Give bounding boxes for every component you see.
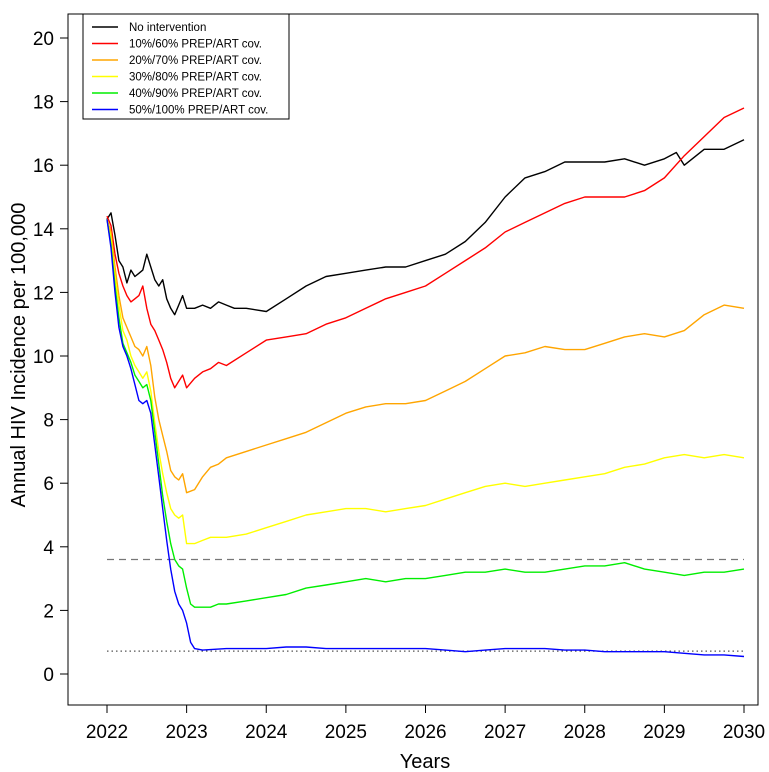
series-line-1 (106, 139, 745, 316)
x-tick-label: 2023 (165, 722, 207, 743)
y-tick-label: 0 (43, 665, 54, 686)
series-line-2 (106, 107, 745, 389)
series-line-3 (106, 219, 745, 494)
legend-label: No intervention (129, 22, 206, 34)
legend: No intervention 10%/60% PREP/ART cov. 20%/… (82, 13, 290, 120)
y-tick-label: 6 (43, 474, 54, 495)
y-tick-label: 20 (33, 29, 54, 50)
y-tick-label: 12 (33, 283, 54, 304)
x-tick-label: 2026 (404, 722, 446, 743)
x-tick-label: 2029 (643, 722, 685, 743)
y-tick-label: 14 (33, 220, 55, 241)
x-tick-label: 2028 (564, 722, 606, 743)
y-axis-title: Annual HIV Incidence per 100,000 (8, 203, 30, 508)
legend-label: 30%/80% PREP/ART cov. (129, 72, 262, 84)
series-line-5 (106, 219, 745, 608)
legend-label: 50%/100% PREP/ART cov. (129, 105, 268, 117)
reference-lines (107, 558, 744, 652)
axes: 2022 2023 2024 2025 2026 2027 2028 2029 2030 0 2 4 6… (33, 29, 765, 743)
y-tick-label: 10 (33, 347, 54, 368)
legend-label: 10%/60% PREP/ART cov. (129, 39, 262, 51)
x-tick-label: 2025 (325, 722, 367, 743)
legend-box (82, 13, 290, 120)
x-tick-label: 2022 (86, 722, 128, 743)
legend-label: 40%/90% PREP/ART cov. (129, 88, 262, 100)
series-line-4 (106, 219, 745, 545)
legend-label: 20%/70% PREP/ART cov. (129, 55, 262, 67)
series-layer (106, 107, 745, 658)
x-tick-label: 2027 (484, 722, 526, 743)
y-tick-label: 4 (43, 538, 54, 559)
y-tick-label: 2 (43, 601, 54, 622)
x-axis-title: Years (400, 751, 450, 772)
x-tick-label: 2030 (723, 722, 765, 743)
y-tick-label: 18 (33, 93, 54, 114)
y-tick-label: 16 (33, 156, 54, 177)
y-tick-label: 8 (43, 411, 54, 432)
x-tick-label: 2024 (245, 722, 288, 743)
series-line-6 (106, 219, 745, 658)
